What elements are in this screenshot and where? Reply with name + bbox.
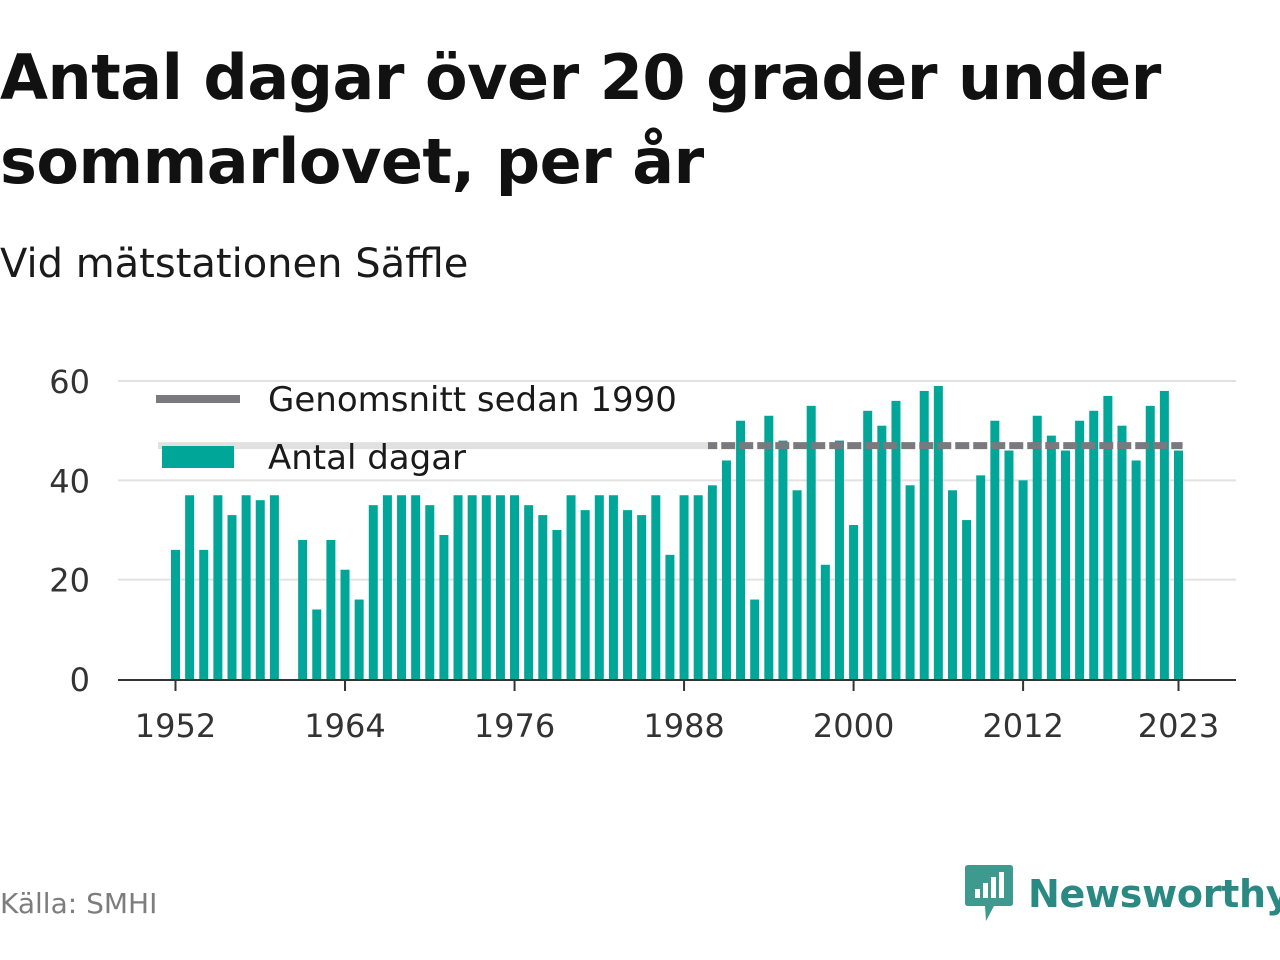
bar — [651, 495, 661, 679]
bar — [820, 564, 830, 679]
x-tick-label: 1988 — [643, 707, 724, 745]
bar — [439, 534, 449, 679]
bar — [467, 495, 477, 679]
bar — [255, 500, 265, 679]
bar — [1046, 435, 1056, 679]
bar — [679, 495, 689, 679]
legend-label: Genomsnitt sedan 1990 — [268, 380, 677, 420]
bar — [1131, 460, 1141, 679]
bar — [976, 475, 986, 679]
bar — [1145, 405, 1155, 679]
bar — [1032, 415, 1042, 679]
bar — [298, 539, 308, 679]
bar — [1004, 450, 1014, 679]
bar — [481, 495, 491, 679]
bar — [453, 495, 463, 679]
bar — [368, 505, 378, 679]
bar — [947, 490, 957, 679]
bar — [495, 495, 505, 679]
bar — [962, 520, 972, 679]
bar — [707, 485, 708, 492]
bar — [707, 485, 717, 679]
bar — [834, 440, 844, 679]
bar — [764, 415, 774, 679]
bar — [637, 515, 647, 679]
y-tick-label: 20 — [49, 562, 90, 600]
bar — [185, 495, 195, 679]
bar — [411, 495, 421, 679]
bar — [524, 505, 534, 679]
source-note: Källa: SMHI — [0, 887, 158, 920]
x-tick-label: 1964 — [304, 707, 385, 745]
y-tick-label: 60 — [49, 363, 90, 401]
bar — [778, 440, 788, 679]
bar — [1060, 450, 1070, 679]
x-tick-label: 1952 — [135, 707, 216, 745]
y-tick-label: 40 — [49, 462, 90, 500]
x-axis-labels: 1952 1964 1976 1988 2000 2012 2023 — [135, 707, 1219, 745]
x-axis — [118, 679, 1236, 691]
bar — [792, 490, 802, 679]
bar — [340, 569, 350, 679]
bar — [580, 510, 590, 679]
bar — [693, 495, 703, 679]
bar — [354, 599, 364, 679]
bar — [397, 495, 407, 679]
bar — [806, 405, 816, 679]
bar — [1075, 420, 1085, 679]
bar — [566, 495, 576, 679]
bar — [891, 400, 901, 679]
legend: Genomsnitt sedan 1990 Antal dagar — [156, 380, 677, 478]
bar — [990, 420, 1000, 679]
bar — [1174, 450, 1183, 679]
x-tick-label: 2012 — [982, 707, 1063, 745]
bar — [665, 554, 675, 679]
bar — [736, 420, 746, 679]
bar — [552, 530, 562, 679]
bar-chart-speech-bubble-icon — [965, 865, 1013, 921]
bar — [905, 485, 915, 679]
bar — [241, 495, 251, 679]
bar — [608, 495, 618, 679]
x-tick-label: 2000 — [813, 707, 894, 745]
bar — [721, 460, 731, 679]
chart-title: Antal dagar över 20 grader under sommarl… — [0, 41, 1161, 198]
bar — [863, 410, 873, 679]
bar — [594, 495, 604, 679]
bar — [1018, 480, 1028, 679]
bar — [382, 495, 392, 679]
bar — [510, 495, 520, 679]
x-tick-label: 2023 — [1138, 707, 1219, 745]
bar — [1117, 425, 1127, 679]
bar — [1159, 390, 1169, 679]
bar-series — [171, 385, 1183, 679]
bar — [269, 495, 279, 679]
legend-label: Antal dagar — [268, 438, 466, 478]
bar — [213, 495, 223, 679]
bar — [877, 425, 887, 679]
legend-swatch-bar — [162, 446, 234, 468]
bar — [849, 525, 859, 679]
bar — [312, 609, 322, 679]
bar — [1103, 395, 1113, 679]
bar — [199, 549, 209, 679]
bar — [933, 385, 943, 679]
brand: Newsworthy — [964, 862, 1280, 926]
bar — [227, 515, 237, 679]
bar — [623, 510, 633, 679]
y-axis-labels: 0 20 40 60 — [49, 363, 90, 699]
bar — [1089, 410, 1099, 679]
chart-subtitle: Vid mätstationen Säffle — [0, 241, 469, 287]
x-tick-label: 1976 — [474, 707, 555, 745]
bar — [326, 539, 336, 679]
bar — [538, 515, 548, 679]
bar — [425, 505, 435, 679]
bar — [919, 390, 929, 679]
bar — [171, 549, 180, 679]
brand-name: Newsworthy — [1028, 872, 1280, 916]
bar — [750, 599, 760, 679]
y-tick-label: 0 — [70, 661, 90, 699]
